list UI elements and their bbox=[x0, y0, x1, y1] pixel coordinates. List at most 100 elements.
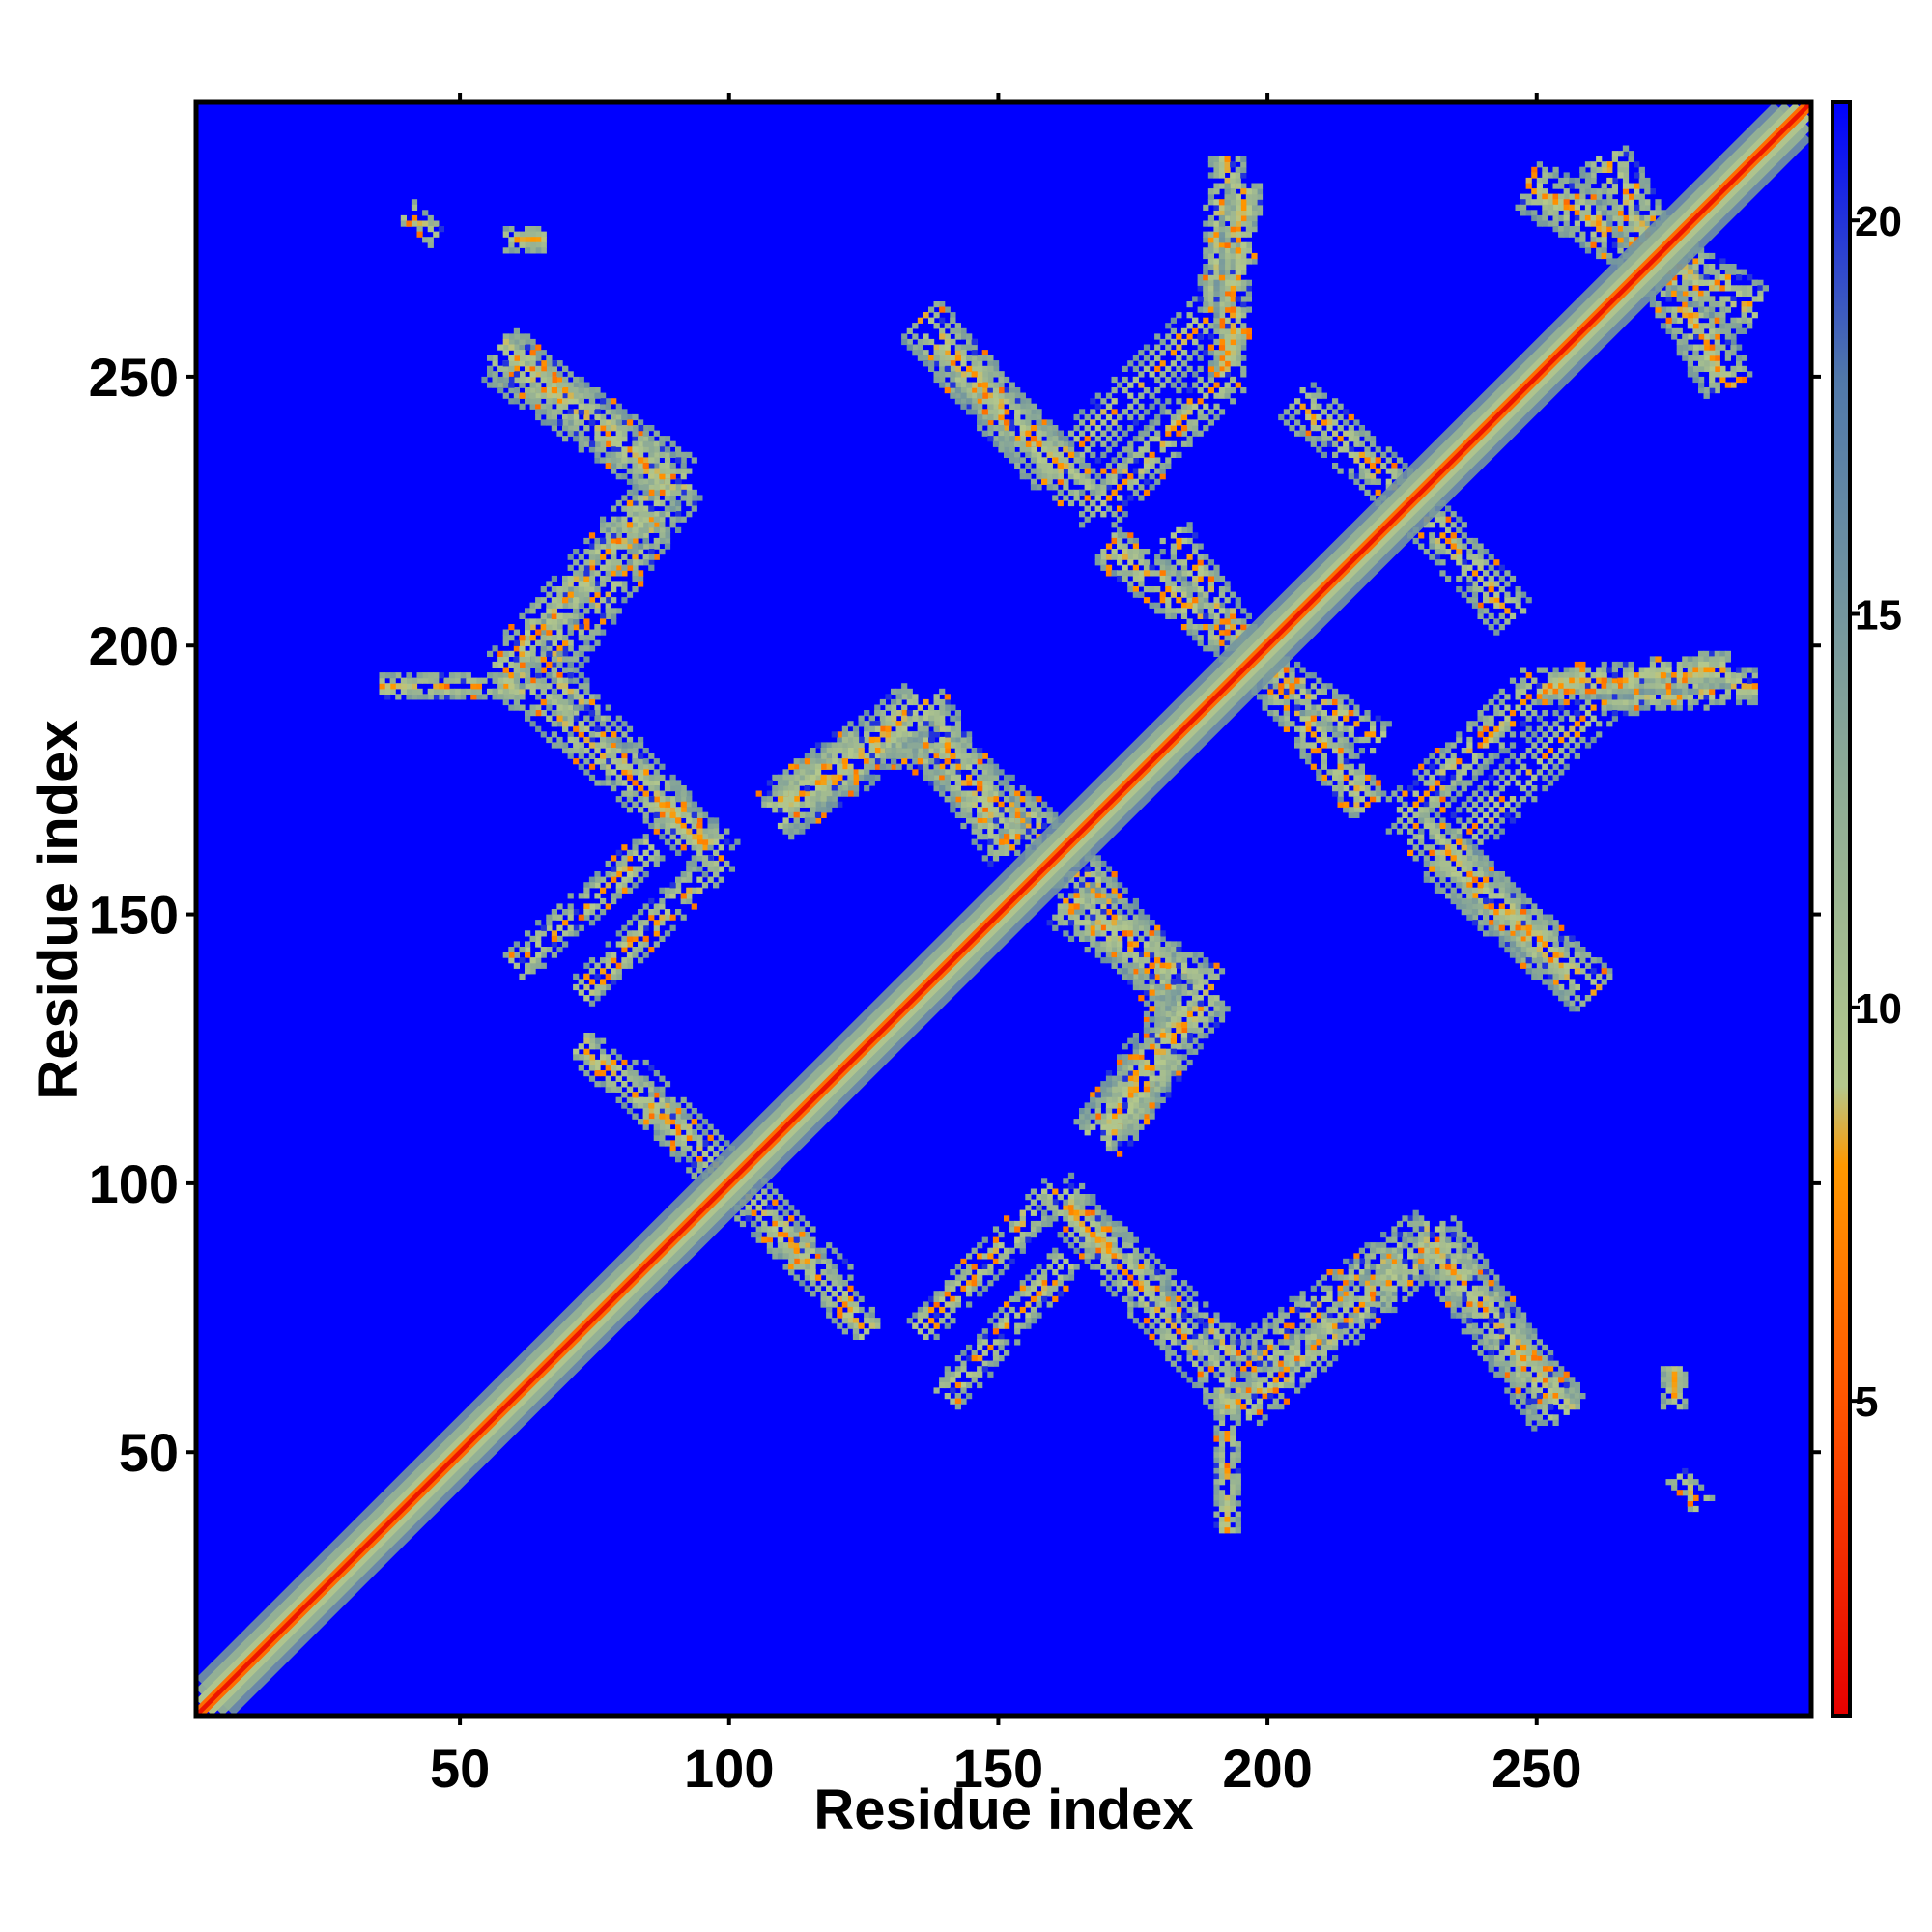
contact-cell bbox=[562, 645, 569, 652]
contact-cell bbox=[529, 602, 536, 609]
contact-cell bbox=[858, 1306, 865, 1314]
contact-cell bbox=[766, 1205, 773, 1211]
contact-cell bbox=[588, 446, 596, 453]
contact-cell bbox=[551, 608, 557, 614]
contact-cell bbox=[535, 360, 542, 367]
contact-cell bbox=[1267, 1355, 1274, 1362]
contact-cell bbox=[1450, 1215, 1457, 1222]
contact-cell bbox=[615, 526, 622, 533]
contact-cell bbox=[1235, 1467, 1241, 1475]
contact-cell bbox=[1100, 1232, 1107, 1238]
contact-cell bbox=[1272, 1318, 1279, 1324]
contact-cell bbox=[799, 1236, 806, 1243]
contact-cell bbox=[626, 855, 634, 862]
contact-cell bbox=[1520, 1371, 1527, 1378]
contact-cell bbox=[529, 710, 536, 717]
contact-cell bbox=[535, 920, 542, 926]
contact-cell bbox=[448, 694, 456, 700]
contact-cell bbox=[1127, 1037, 1134, 1044]
contact-cell bbox=[573, 715, 580, 722]
contact-cell bbox=[632, 532, 639, 539]
contact-cell bbox=[551, 656, 557, 663]
contact-cell bbox=[648, 753, 655, 759]
contact-cell bbox=[535, 629, 542, 636]
contact-cell bbox=[583, 758, 590, 765]
contact-cell bbox=[551, 731, 557, 738]
contact-cell bbox=[535, 725, 542, 732]
contact-cell bbox=[1439, 1274, 1446, 1281]
contact-cell bbox=[1380, 1242, 1387, 1249]
contact-cell bbox=[621, 790, 628, 797]
contact-cell bbox=[680, 876, 687, 883]
contact-cell bbox=[1272, 1350, 1279, 1356]
contact-cell bbox=[583, 1054, 590, 1061]
contact-cell bbox=[546, 608, 553, 614]
contact-cell bbox=[626, 736, 634, 744]
contact-cell bbox=[1090, 1092, 1096, 1098]
contact-cell bbox=[1165, 1355, 1172, 1362]
contact-cell bbox=[422, 210, 429, 216]
contact-cell bbox=[621, 570, 628, 577]
contact-cell bbox=[525, 661, 531, 668]
contact-cell bbox=[826, 1269, 833, 1276]
contact-cell bbox=[648, 473, 655, 480]
contact-cell bbox=[966, 1285, 973, 1292]
contact-cell bbox=[1036, 1194, 1042, 1201]
contact-cell bbox=[1218, 1355, 1226, 1362]
contact-cell bbox=[1391, 1295, 1398, 1302]
contact-cell bbox=[551, 597, 557, 604]
contact-cell bbox=[1531, 1333, 1538, 1340]
contact-cell bbox=[1052, 1280, 1059, 1287]
contact-cell bbox=[1520, 1381, 1527, 1389]
contact-cell bbox=[395, 694, 402, 700]
contact-cell bbox=[1235, 1473, 1241, 1480]
contact-cell bbox=[1149, 1264, 1155, 1270]
contact-cell bbox=[642, 543, 649, 550]
contact-cell bbox=[810, 1264, 816, 1270]
contact-cell bbox=[1337, 1285, 1344, 1292]
contact-cell bbox=[1471, 1247, 1479, 1254]
contact-cell bbox=[653, 924, 660, 931]
contact-cell bbox=[944, 1291, 951, 1297]
contact-cell bbox=[820, 1301, 827, 1308]
contact-cell bbox=[1235, 1393, 1241, 1400]
contact-cell bbox=[1063, 1285, 1069, 1292]
contact-cell bbox=[384, 688, 391, 695]
contact-cell bbox=[987, 1269, 994, 1276]
contact-cell bbox=[874, 753, 881, 759]
contact-cell bbox=[567, 602, 574, 609]
contact-cell bbox=[1154, 1096, 1161, 1103]
contact-cell bbox=[1326, 1291, 1333, 1297]
contact-cell bbox=[1305, 1328, 1312, 1335]
contact-cell bbox=[691, 1119, 697, 1125]
contact-cell bbox=[642, 1119, 649, 1125]
contact-cell bbox=[1488, 1318, 1494, 1324]
contact-cell bbox=[1552, 1387, 1559, 1394]
contact-cell bbox=[841, 742, 848, 749]
contact-cell bbox=[611, 973, 617, 980]
contact-cell bbox=[605, 591, 611, 598]
contact-cell bbox=[513, 360, 520, 367]
contact-cell bbox=[588, 957, 596, 964]
contact-cell bbox=[1450, 1312, 1457, 1319]
contact-cell bbox=[578, 612, 584, 619]
contact-cell bbox=[594, 608, 601, 614]
contact-cell bbox=[1407, 1291, 1414, 1297]
contact-cell bbox=[615, 499, 622, 507]
contact-cell bbox=[1574, 1393, 1580, 1400]
contact-cell bbox=[782, 1209, 789, 1216]
contact-cell bbox=[1391, 1253, 1398, 1260]
contact-cell bbox=[659, 1108, 666, 1115]
contact-cell bbox=[680, 893, 687, 899]
contact-cell bbox=[1036, 1226, 1042, 1233]
contact-cell bbox=[1358, 1247, 1365, 1254]
contact-cell bbox=[1213, 1484, 1220, 1491]
contact-cell bbox=[707, 1123, 714, 1130]
contact-cell bbox=[1127, 1236, 1134, 1243]
contact-cell bbox=[513, 688, 520, 695]
contact-cell bbox=[686, 866, 693, 872]
contact-cell bbox=[1493, 1280, 1500, 1287]
contact-cell bbox=[772, 1209, 779, 1216]
contact-cell bbox=[1692, 1479, 1699, 1486]
contact-cell bbox=[1014, 1236, 1021, 1243]
